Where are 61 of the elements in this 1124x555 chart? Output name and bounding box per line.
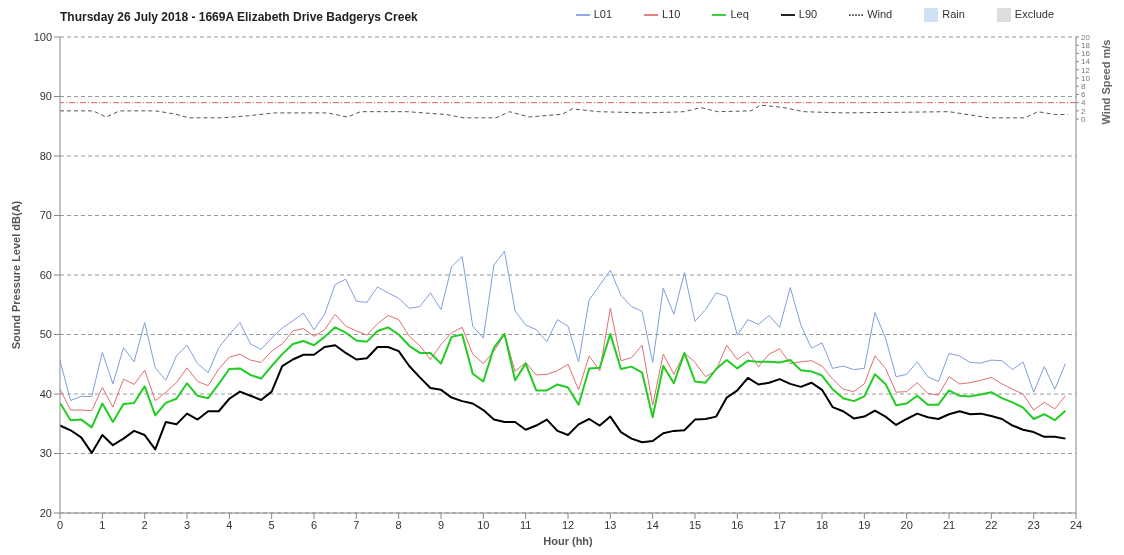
x-tick-label: 3 [183, 518, 191, 531]
y2-tick-label: 10 [1081, 73, 1091, 83]
x-tick-label: 17 [773, 518, 786, 531]
x-tick-label: 22 [985, 518, 998, 531]
x-tick-label: 7 [353, 518, 360, 531]
y-tick-label: 20 [39, 506, 52, 519]
legend-label: Rain [942, 8, 965, 20]
y2-tick-label: 2 [1081, 106, 1086, 116]
y-tick-label: 100 [33, 30, 52, 43]
x-tick-label: 21 [942, 518, 956, 531]
y-tick-label: 60 [39, 268, 52, 281]
x-tick-label: 1 [99, 518, 106, 531]
x-tick-label: 5 [268, 518, 275, 531]
x-tick-label: 14 [646, 518, 659, 531]
x-tick-label: 8 [395, 518, 402, 531]
x-tick-label: 18 [815, 518, 829, 531]
x-tick-label: 9 [437, 518, 445, 531]
y2-tick-label: 16 [1081, 49, 1091, 59]
y-tick-label: 90 [39, 90, 52, 103]
y2-axis-title: Wind Speed m/s [1100, 39, 1112, 125]
x-tick-label: 24 [1069, 518, 1083, 531]
legend-label: Exclude [1014, 8, 1054, 20]
x-tick-label: 19 [858, 518, 871, 531]
x-tick-label: 16 [731, 518, 744, 531]
y2-tick-label: 4 [1081, 98, 1086, 108]
x-tick-label: 11 [519, 518, 532, 531]
line-series [60, 250, 1066, 402]
y2-tick-label: 12 [1081, 65, 1091, 75]
y2-tick-label: 6 [1081, 90, 1086, 100]
legend-label: Wind [867, 8, 893, 20]
line-series [60, 326, 1067, 429]
legend-label: L01 [593, 8, 613, 20]
y2-tick-label: 20 [1081, 32, 1091, 42]
x-tick-label: 2 [141, 518, 148, 531]
y2-tick-label: 14 [1081, 57, 1091, 67]
x-tick-label: 10 [477, 518, 490, 531]
line-series [60, 344, 1067, 454]
x-tick-label: 23 [1027, 518, 1040, 531]
y2-tick-label: 18 [1081, 41, 1091, 51]
y-tick-label: 30 [39, 447, 52, 460]
x-tick-label: 20 [900, 518, 913, 531]
x-axis-title: Hour (hh) [543, 535, 594, 547]
y-tick-label: 80 [39, 149, 52, 162]
legend-label: Leq [730, 8, 749, 20]
y-tick-label: 40 [39, 387, 52, 400]
line-series [60, 307, 1066, 412]
x-tick-label: 12 [561, 518, 575, 531]
x-tick-label: 13 [604, 518, 617, 531]
line-series [60, 104, 1069, 119]
y2-tick-label: 8 [1081, 82, 1086, 92]
y2-tick-label: 0 [1081, 114, 1086, 124]
y-axis-title: Sound Pressure Level dB(A) [9, 200, 22, 350]
x-tick-label: 4 [226, 518, 233, 531]
x-tick-label: 15 [688, 518, 702, 531]
y-tick-label: 70 [39, 209, 52, 222]
x-tick-label: 6 [310, 518, 318, 531]
chart-title: Thursday 26 July 2018 - 1669A Elizabeth Drive Badgerys Creek [60, 10, 418, 24]
legend-label: L10 [662, 8, 681, 20]
legend-label: L90 [798, 8, 818, 20]
x-tick-label: 0 [56, 518, 64, 531]
y-tick-label: 50 [39, 328, 52, 341]
